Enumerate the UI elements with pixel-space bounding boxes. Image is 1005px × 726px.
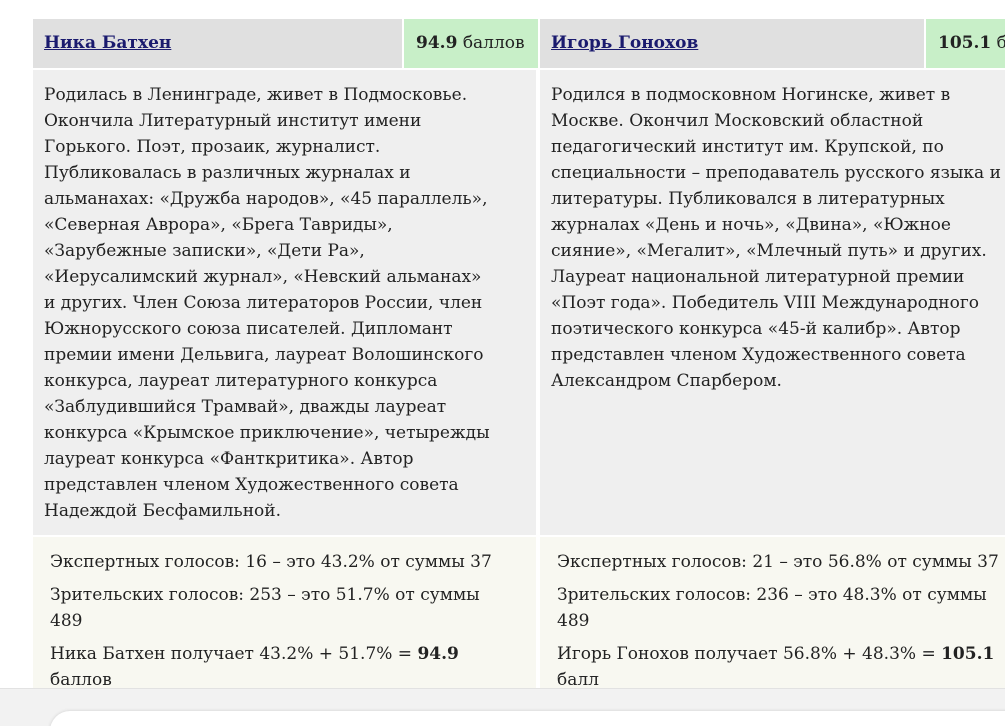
bio-line: «Поэт года». Победитель VIII Международн…: [551, 293, 979, 313]
stats-cell: Экспертных голосов: 21 – это 56.8% от су…: [540, 537, 1005, 688]
bio-line: и других. Член Союза литераторов России,…: [44, 293, 483, 313]
bio-line: конкурса, лауреат литературного конкурса: [44, 371, 438, 391]
bio-line: «Северная Аврора», «Брега Тавриды»,: [44, 215, 393, 235]
bio-line: Александром Спарбером.: [551, 371, 782, 391]
score: 105.1 баллов: [938, 33, 1005, 53]
bio-line: Лауреат национальной литературной премии: [551, 267, 965, 287]
score-cell: 94.9 баллов: [404, 19, 538, 68]
stat-line: Экспертных голосов: 21 – это 56.8% от су…: [557, 552, 999, 572]
stat-line: 489: [557, 611, 590, 631]
result-line: Игорь Гонохов получает 56.8% + 48.3% = 1…: [557, 641, 1005, 667]
bottom-sheet: [50, 711, 1005, 726]
bio-line: представлен членом Художественного совет…: [551, 345, 966, 365]
score-value: 94.9: [416, 33, 458, 53]
author-link[interactable]: Ника Батхен: [44, 33, 172, 53]
author-link[interactable]: Игорь Гонохов: [551, 33, 699, 53]
bio-line: альманахах: «Дружба народов», «45 паралл…: [44, 189, 488, 209]
bio-line: представлен членом Художественного совет…: [44, 475, 459, 495]
stat-line: Зрительских голосов: 236 – это 48.3% от …: [557, 585, 987, 605]
stat-paragraph: Экспертных голосов: 21 – это 56.8% от су…: [557, 549, 1005, 575]
bio-line: Москве. Окончил Московский областной: [551, 111, 924, 131]
stat-paragraph: Экспертных голосов: 16 – это 43.2% от су…: [50, 549, 519, 575]
stat-paragraph: Зрительских голосов: 236 – это 48.3% от …: [557, 582, 1005, 634]
stat-line: 489: [50, 611, 83, 631]
bio-line: Публиковалась в различных журналах и: [44, 163, 411, 183]
bio-line: Родилась в Ленинграде, живет в Подмосков…: [44, 85, 468, 105]
bio-line: педагогический институт им. Крупской, по: [551, 137, 944, 157]
bio-line: специальности – преподаватель русского я…: [551, 163, 1001, 183]
result-text: Игорь Гонохов получает 56.8% + 48.3% =: [557, 644, 942, 664]
name-cell: Ника Батхен: [33, 19, 404, 68]
bio-line: сияние», «Мегалит», «Млечный путь» и дру…: [551, 241, 987, 261]
score-unit: баллов: [996, 33, 1005, 53]
score-cell: 105.1 баллов: [926, 19, 1005, 68]
bio-line: Окончила Литературный институт имени: [44, 111, 422, 131]
bio-line: премии имени Дельвига, лауреат Волошинск…: [44, 345, 484, 365]
bio-line: литературы. Публиковался в литературных: [551, 189, 945, 209]
name-cell: Игорь Гонохов: [540, 19, 926, 68]
bio-line: Горького. Поэт, прозаик, журналист.: [44, 137, 381, 157]
bio-line: «Иерусалимский журнал», «Невский альмана…: [44, 267, 482, 287]
bio-cell: Родился в подмосковном Ногинске, живет в…: [540, 70, 1005, 535]
score: 94.9 баллов: [416, 33, 525, 53]
result: Ника Батхен получает 43.2% + 51.7% = 94.…: [50, 641, 519, 688]
bio-line: журналах «День и ночь», «Двина», «Южное: [551, 215, 951, 235]
bio-line: Южнорусского союза писателей. Дипломант: [44, 319, 453, 339]
stats-cell: Экспертных голосов: 16 – это 43.2% от су…: [33, 537, 536, 688]
result-unit: балл: [557, 670, 599, 688]
bio-line: «Заблудившийся Трамвай», дважды лауреат: [44, 397, 447, 417]
bio-line: Родился в подмосковном Ногинске, живет в: [551, 85, 951, 105]
stat-line: Экспертных голосов: 16 – это 43.2% от су…: [50, 552, 492, 572]
bio-line: поэтического конкурса «45-й калибр». Авт…: [551, 319, 961, 339]
stat-line: Зрительских голосов: 253 – это 51.7% от …: [50, 585, 480, 605]
stat-paragraph: Зрительских голосов: 253 – это 51.7% от …: [50, 582, 519, 634]
bio-line: конкурса «Крымское приключение», четыреж…: [44, 423, 490, 443]
result-line: Ника Батхен получает 43.2% + 51.7% = 94.…: [50, 641, 519, 667]
bio-line: «Зарубежные записки», «Дети Ра»,: [44, 241, 365, 261]
result-unit: баллов: [50, 670, 112, 688]
result-score: 105.1: [941, 644, 995, 664]
score-unit: баллов: [462, 33, 525, 53]
result-text: Ника Батхен получает 43.2% + 51.7% =: [50, 644, 418, 664]
score-value: 105.1: [938, 33, 992, 53]
result-score: 94.9: [417, 644, 459, 664]
bio-line: лауреат конкурса «Фанткритика». Автор: [44, 449, 414, 469]
bio-cell: Родилась в Ленинграде, живет в Подмосков…: [33, 70, 536, 535]
bio-line: Надеждой Бесфамильной.: [44, 501, 281, 521]
result: Игорь Гонохов получает 56.8% + 48.3% = 1…: [557, 641, 1005, 688]
